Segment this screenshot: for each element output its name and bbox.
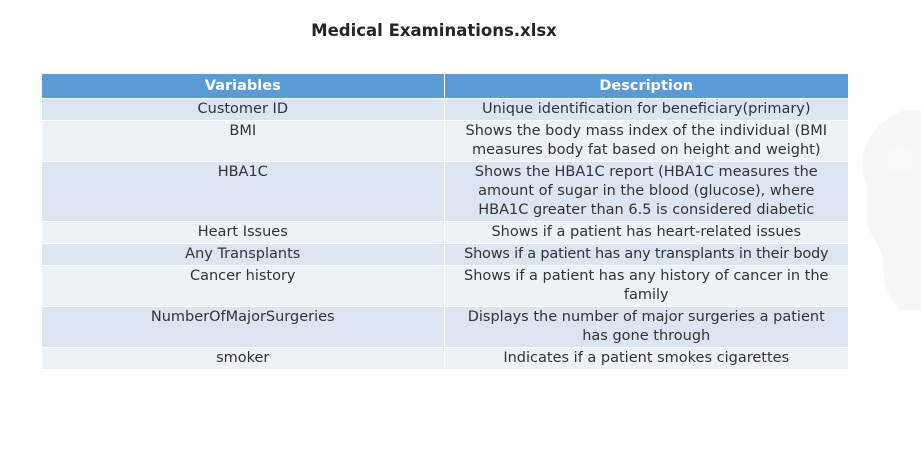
variable-cell: Customer ID <box>42 98 445 121</box>
description-cell: Shows if a patient has any transplants i… <box>444 243 848 266</box>
table-row: NumberOfMajorSurgeries Displays the numb… <box>42 306 848 348</box>
description-cell: Indicates if a patient smokes cigarettes <box>444 347 848 369</box>
variable-cell: BMI <box>42 120 445 162</box>
watermark-logo-icon <box>862 110 921 310</box>
description-cell: Displays the number of major surgeries a… <box>444 306 848 348</box>
variables-table: Variables Description Customer ID Unique… <box>42 74 848 369</box>
table-row: BMI Shows the body mass index of the ind… <box>42 120 848 162</box>
description-cell: Shows if a patient has any history of ca… <box>444 265 848 307</box>
variable-cell: Any Transplants <box>42 243 445 266</box>
description-cell: Shows the body mass index of the individ… <box>444 120 848 162</box>
variable-cell: smoker <box>42 347 445 369</box>
variable-cell: HBA1C <box>42 161 445 222</box>
table-row: HBA1C Shows the HBA1C report (HBA1C meas… <box>42 161 848 222</box>
header-description: Description <box>444 74 848 99</box>
table-row: smoker Indicates if a patient smokes cig… <box>42 347 848 369</box>
variable-cell: Cancer history <box>42 265 445 307</box>
table-row: Customer ID Unique identification for be… <box>42 98 848 121</box>
table-row: Cancer history Shows if a patient has an… <box>42 265 848 307</box>
variable-cell: NumberOfMajorSurgeries <box>42 306 445 348</box>
table-row: Heart Issues Shows if a patient has hear… <box>42 221 848 244</box>
table-header-row: Variables Description <box>42 74 848 99</box>
description-cell: Unique identification for beneficiary(pr… <box>444 98 848 121</box>
description-cell: Shows if a patient has heart-related iss… <box>444 221 848 244</box>
document-title: Medical Examinations.xlsx <box>311 21 557 40</box>
variable-cell: Heart Issues <box>42 221 445 244</box>
table-row: Any Transplants Shows if a patient has a… <box>42 243 848 266</box>
description-cell: Shows the HBA1C report (HBA1C measures t… <box>444 161 848 222</box>
header-variables: Variables <box>42 74 445 99</box>
